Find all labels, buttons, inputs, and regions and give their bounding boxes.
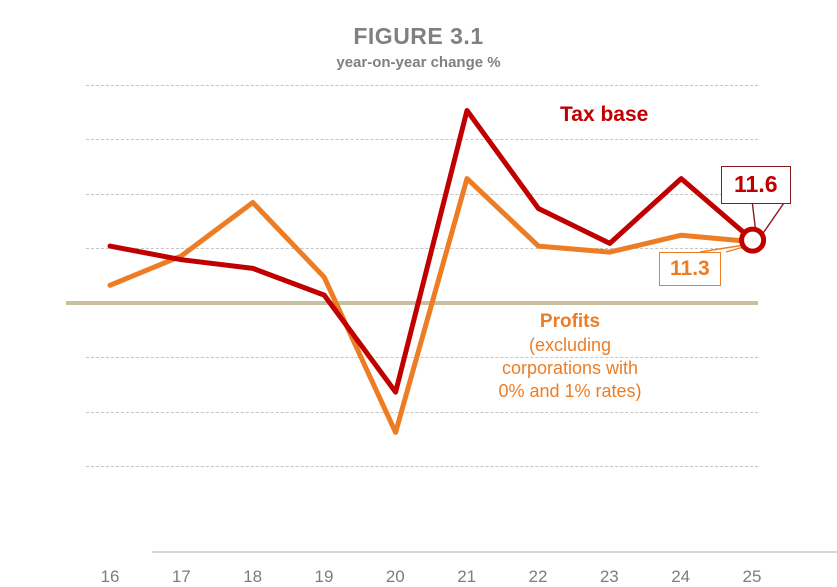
gridline-30 (86, 139, 758, 141)
x-tick-19: 19 (314, 567, 334, 586)
x-tick-18: 18 (243, 567, 263, 586)
gridline-minus-20 (86, 411, 758, 413)
zero-line (66, 300, 758, 305)
gridline-minus-10 (86, 357, 758, 359)
figure-3-1-chart: FIGURE 3.1 year-on-year change % 40 30 2… (66, 23, 837, 586)
x-tick-20: 20 (385, 567, 405, 586)
x-tick-21: 21 (457, 567, 477, 586)
series-plot-svg (107, 108, 787, 435)
x-axis-line (152, 551, 837, 553)
x-tick-16: 16 (100, 567, 120, 586)
gridline-minus-30 (86, 466, 758, 467)
series-line-profits (107, 176, 756, 435)
x-tick-17: 17 (171, 567, 191, 586)
x-tick-24: 24 (671, 567, 691, 586)
gridline-20 (86, 193, 758, 195)
data-label-tax-base-11-6: 11.6 (721, 166, 791, 204)
data-label-profits-11-3: 11.3 (659, 252, 721, 286)
x-tick-25: 25 (742, 567, 762, 586)
gridline-40 (86, 85, 758, 86)
x-tick-23: 23 (599, 567, 619, 586)
x-tick-22: 22 (528, 567, 548, 586)
end-point-marker (739, 226, 767, 254)
series-line-tax-base (107, 108, 756, 395)
gridline-10 (86, 248, 758, 250)
